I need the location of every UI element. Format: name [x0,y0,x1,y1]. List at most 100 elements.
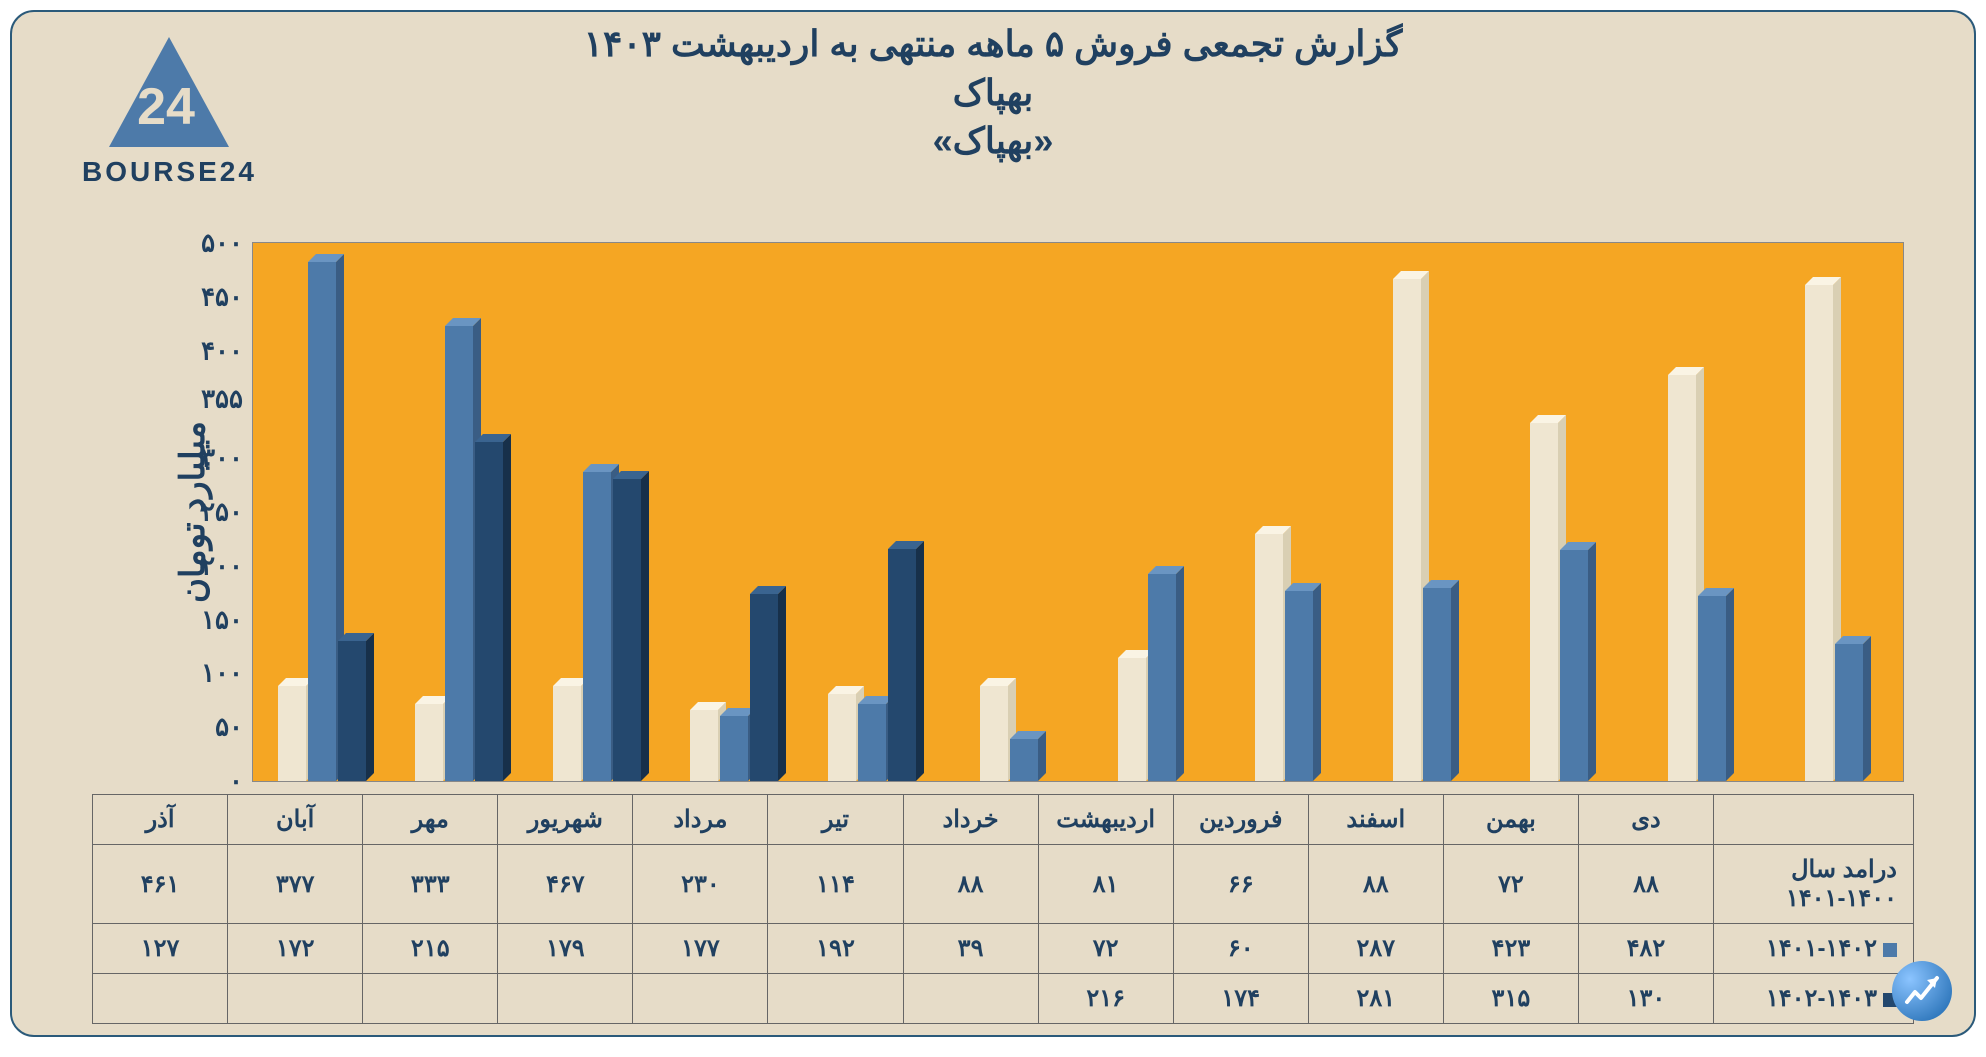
svg-text:24: 24 [138,78,196,136]
ytick: ۱۵۰ [183,604,243,635]
value-cell: ۱۹۲ [768,924,903,974]
month-header: تیر [768,795,903,845]
value-cell: ۸۸ [1578,845,1713,924]
bar [338,641,366,781]
value-cell [498,974,633,1024]
month-header: شهریور [498,795,633,845]
title-line3: «بهپاک» [12,117,1974,166]
bar [553,686,581,781]
value-cell: ۶۶ [1173,845,1308,924]
value-cell [363,974,498,1024]
bar-group [1628,243,1765,781]
bar-group [1078,243,1215,781]
value-cell: ۲۱۵ [363,924,498,974]
month-header: اردیبهشت [1038,795,1173,845]
table-row: ۱۴۰۲-۱۴۰۳۱۳۰۳۱۵۲۸۱۱۷۴۲۱۶ [93,974,1914,1024]
series-name: ۱۴۰۱-۱۴۰۲ [1766,935,1877,962]
table-corner-cell [1714,795,1914,845]
bar [308,262,336,781]
bar [1010,739,1038,781]
bar [613,479,641,781]
title-line2: بهپاک [12,69,1974,118]
bar-group [941,243,1078,781]
ytick: ۲۵۰ [183,497,243,528]
value-cell: ۲۳۰ [633,845,768,924]
bar [980,686,1008,781]
month-header: آبان [228,795,363,845]
value-cell: ۴۲۳ [1443,924,1578,974]
bar [1530,423,1558,781]
trend-up-icon [1903,972,1941,1010]
ytick: ۳۰۰ [183,443,243,474]
title-line1: گزارش تجمعی فروش ۵ ماهه منتهی به اردیبهش… [12,20,1974,69]
value-cell: ۴۶۱ [93,845,228,924]
ytick: ۲۰۰ [183,550,243,581]
bar [1560,550,1588,781]
value-cell: ۱۷۲ [228,924,363,974]
value-cell [903,974,1038,1024]
bar [475,442,503,781]
bar [690,710,718,781]
value-cell: ۱۳۰ [1578,974,1713,1024]
legend-swatch [1883,943,1897,957]
ytick: ۱۰۰ [183,658,243,689]
value-cell: ۳۹ [903,924,1038,974]
series-label-cell: درامد سال ۱۴۰۰-۱۴۰۱ [1714,845,1914,924]
logo-block: 24 BOURSE24 [82,32,257,188]
bar-group [390,243,527,781]
bar [1255,534,1283,781]
ytick: ۴۰۰ [183,335,243,366]
report-frame: 24 BOURSE24 گزارش تجمعی فروش ۵ ماهه منته… [10,10,1976,1037]
market-icon [1892,961,1952,1021]
bar [720,716,748,781]
series-label-cell: ۱۴۰۲-۱۴۰۳ [1714,974,1914,1024]
plot-area: ۰۵۰۱۰۰۱۵۰۲۰۰۲۵۰۳۰۰۳۵۵۴۰۰۴۵۰۵۰۰ [252,242,1904,782]
month-header: آذر [93,795,228,845]
triangle-logo-icon: 24 [104,32,234,152]
month-header: بهمن [1443,795,1578,845]
bar-group [666,243,803,781]
bar [1668,375,1696,781]
value-cell [768,974,903,1024]
value-cell: ۴۶۷ [498,845,633,924]
bar-group [253,243,390,781]
bar-group [528,243,665,781]
chart-area: میلیارد تومان ۰۵۰۱۰۰۱۵۰۲۰۰۲۵۰۳۰۰۳۵۵۴۰۰۴۵… [92,242,1914,782]
value-cell [228,974,363,1024]
month-header: خرداد [903,795,1038,845]
table-row: درامد سال ۱۴۰۰-۱۴۰۱۸۸۷۲۸۸۶۶۸۱۸۸۱۱۴۲۳۰۴۶۷… [93,845,1914,924]
series-label-cell: ۱۴۰۱-۱۴۰۲ [1714,924,1914,974]
bar [583,472,611,781]
bar-group [1766,243,1903,781]
ytick: ۵۰ [183,712,243,743]
bar [1805,285,1833,781]
value-cell: ۱۷۴ [1173,974,1308,1024]
bar [750,594,778,781]
bar [445,326,473,781]
bar-group [1491,243,1628,781]
value-cell: ۲۸۷ [1308,924,1443,974]
bar [278,686,306,781]
bar [1118,658,1146,781]
value-cell: ۷۲ [1443,845,1578,924]
month-header: مهر [363,795,498,845]
value-cell: ۱۷۹ [498,924,633,974]
bar [1835,644,1863,781]
value-cell [633,974,768,1024]
title-block: گزارش تجمعی فروش ۵ ماهه منتهی به اردیبهش… [12,12,1974,166]
series-name: ۱۴۰۲-۱۴۰۳ [1766,985,1877,1012]
logo-text: BOURSE24 [82,156,257,188]
data-table: دیبهمناسفندفروردیناردیبهشتخردادتیرمردادش… [92,794,1914,1024]
bar [828,694,856,781]
bar-group [1216,243,1353,781]
month-header: اسفند [1308,795,1443,845]
table-header-row: دیبهمناسفندفروردیناردیبهشتخردادتیرمردادش… [93,795,1914,845]
bar-group [803,243,940,781]
month-header: دی [1578,795,1713,845]
value-cell: ۱۱۴ [768,845,903,924]
bar-group [1353,243,1490,781]
bar [1393,279,1421,781]
value-cell: ۱۲۷ [93,924,228,974]
ytick: ۴۵۰ [183,281,243,312]
value-cell: ۷۲ [1038,924,1173,974]
